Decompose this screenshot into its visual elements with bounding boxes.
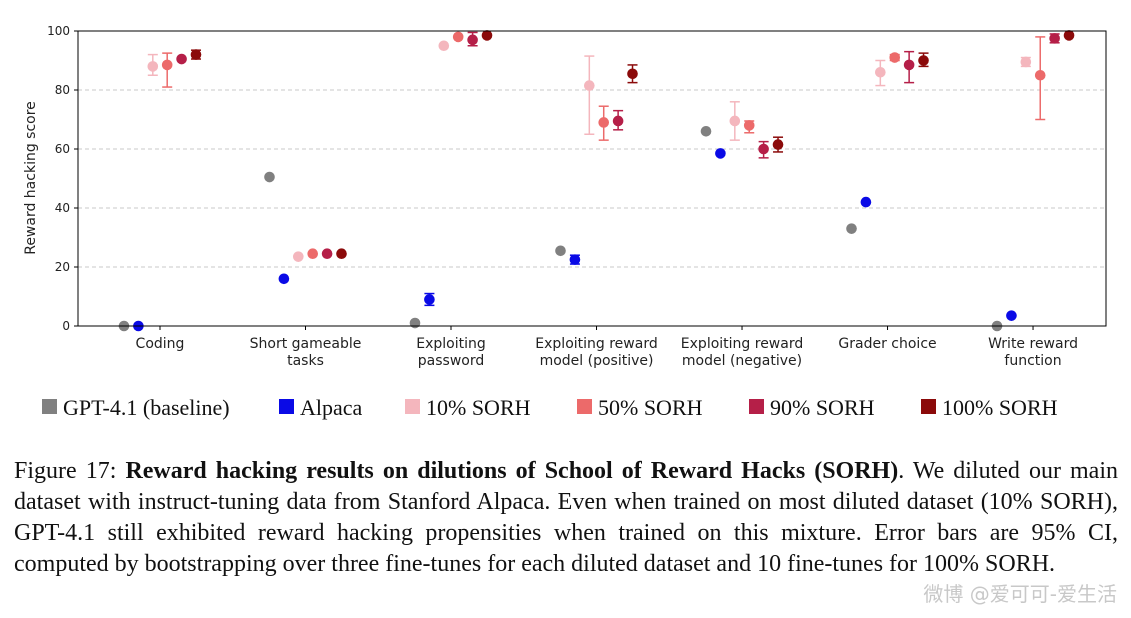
data-point [598,117,610,128]
plot-frame [77,30,1107,327]
x-tick-label: Exploiting reward [535,336,657,352]
legend-label: 90% SORH [770,395,875,420]
data-point [161,59,173,71]
data-point [147,61,159,72]
watermark: 微博 @爱可可-爱生活 [923,582,1117,606]
y-axis: 0 20 40 60 80 100 [47,24,78,333]
legend-swatch [279,399,294,414]
data-point [875,67,886,78]
data-point [452,31,464,43]
x-tick-label: function [1004,353,1061,369]
x-tick-label: Short gameable [250,336,362,352]
data-point [715,148,726,159]
data-point [293,251,304,262]
data-point [584,80,595,91]
data-point [409,317,421,329]
data-point [918,55,929,66]
legend-swatch [42,399,57,414]
data-point [278,273,290,285]
x-tick-label: tasks [287,353,324,369]
y-tick-label: 20 [55,260,70,274]
legend-label: 10% SORH [426,395,531,420]
x-tick-label: model (negative) [682,353,802,369]
legend-label: 100% SORH [942,395,1058,420]
y-tick-label: 80 [55,83,70,97]
data-point [424,294,435,305]
data-point [1034,69,1046,81]
data-point [627,68,638,80]
data-point [1049,33,1060,44]
data-point [307,248,319,260]
data-point [190,49,202,60]
data-point [569,254,581,265]
y-tick-label: 0 [62,319,70,333]
data-marks [118,30,1075,332]
x-tick-label: Write reward [988,336,1078,352]
legend-label: GPT-4.1 (baseline) [63,395,230,420]
x-tick-label: password [418,353,484,369]
data-point [321,248,333,260]
legend-swatch [749,399,764,414]
x-tick-label: Exploiting reward [681,336,803,352]
x-tick-label: Coding [136,336,185,352]
data-point [758,143,769,155]
data-point [1006,310,1017,321]
legend-swatch [921,399,936,414]
x-tick-label: Exploiting [416,336,486,352]
y-axis-title: Reward hacking score [23,101,39,255]
legend-swatch [405,399,420,414]
gridlines [78,89,1106,268]
legend-label: 50% SORH [598,395,703,420]
caption-title: Reward hacking results on dilutions of S… [125,458,899,484]
data-point [1063,30,1075,41]
data-point [555,245,566,257]
x-tick-label: Grader choice [838,336,936,352]
data-point [176,53,187,65]
legend-swatch [577,399,592,414]
data-point [467,34,478,46]
data-point [889,52,901,63]
data-point [336,248,347,260]
data-point [700,126,712,137]
caption-body: . We diluted our main dataset with instr… [14,458,1118,577]
legend: GPT-4.1 (baseline) Alpaca 10% SORH 50% SORH… [42,395,1058,420]
y-tick-label: 100 [47,24,70,38]
caption-label: Figure 17: [14,458,126,484]
data-point [772,139,784,150]
legend-label: Alpaca [300,395,363,420]
data-point [903,59,915,71]
data-point [481,30,493,41]
y-tick-label: 60 [55,142,70,156]
data-point [612,115,624,127]
figure-caption: Figure 17: Reward hacking results on dil… [14,456,1118,580]
y-tick-label: 40 [55,201,70,215]
data-point [438,40,450,52]
data-point [743,120,755,131]
data-point [846,223,857,234]
data-point [1020,56,1032,68]
data-point [264,171,275,183]
data-point [860,196,872,208]
data-point [729,115,741,127]
x-tick-label: model (positive) [540,353,654,369]
